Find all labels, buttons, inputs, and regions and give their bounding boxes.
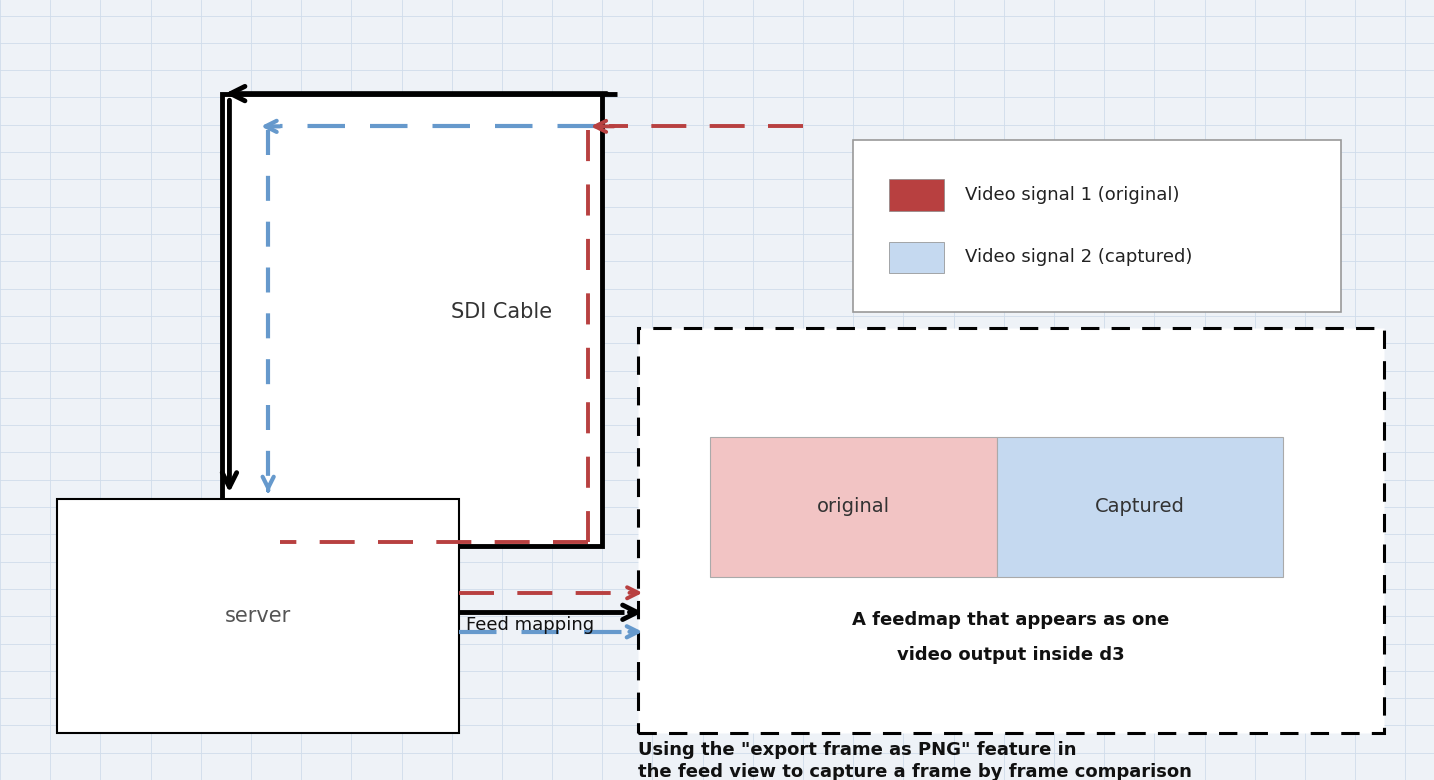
Text: Feed mapping: Feed mapping [466, 616, 594, 634]
Text: A feedmap that appears as one: A feedmap that appears as one [852, 611, 1170, 629]
Bar [710, 437, 997, 577]
Text: the feed view to capture a frame by frame comparison: the feed view to capture a frame by fram… [638, 763, 1192, 780]
Bar [889, 179, 944, 211]
Text: video output inside d3: video output inside d3 [898, 646, 1124, 665]
Bar [638, 328, 1384, 733]
Text: Captured: Captured [1096, 498, 1184, 516]
Bar [222, 94, 602, 546]
Text: SDI Cable: SDI Cable [452, 302, 552, 322]
Text: Video signal 1 (original): Video signal 1 (original) [965, 186, 1180, 204]
Bar [57, 499, 459, 733]
Bar [997, 437, 1283, 577]
Text: server: server [225, 606, 291, 626]
Text: Video signal 2 (captured): Video signal 2 (captured) [965, 248, 1193, 267]
Bar [853, 140, 1341, 312]
Bar [889, 242, 944, 273]
Text: Using the "export frame as PNG" feature in: Using the "export frame as PNG" feature … [638, 741, 1077, 760]
Text: original: original [817, 498, 889, 516]
